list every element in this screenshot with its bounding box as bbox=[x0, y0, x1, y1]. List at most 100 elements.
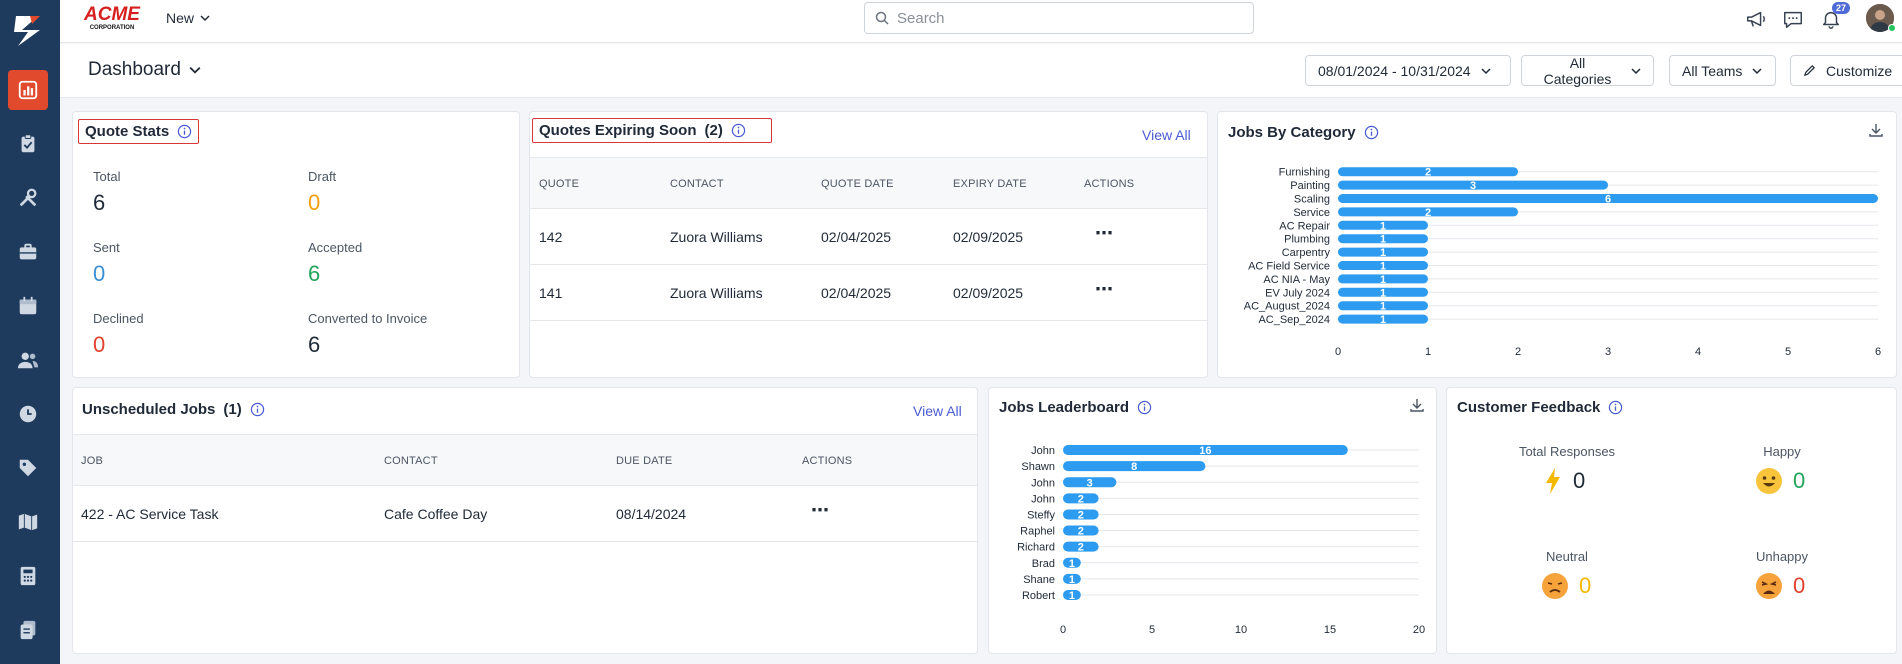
cell-job[interactable]: 422 - AC Service Task bbox=[81, 506, 219, 522]
brand-main-text: ACME bbox=[83, 4, 141, 25]
category-label: AC_August_2024 bbox=[1244, 301, 1330, 313]
data-label: 16 bbox=[1199, 445, 1211, 457]
jobs-leaderboard-card: Jobs Leaderboard John 16 Shawn 8 John 3 John 2 S… bbox=[988, 387, 1437, 654]
notifications-button[interactable]: 27 bbox=[1818, 2, 1850, 32]
bar bbox=[1063, 445, 1348, 456]
teams-filter[interactable]: All Teams bbox=[1669, 55, 1776, 86]
column-header[interactable]: QUOTE DATE bbox=[821, 178, 894, 190]
column-header[interactable]: CONTACT bbox=[384, 455, 438, 467]
quote-stats-header: Quote Stats bbox=[78, 119, 200, 144]
sidebar-item-invoices[interactable] bbox=[8, 556, 48, 596]
stat-label: Declined bbox=[93, 311, 144, 326]
info-icon[interactable] bbox=[731, 123, 746, 138]
info-icon[interactable] bbox=[1608, 400, 1623, 415]
sidebar-item-calendar[interactable] bbox=[8, 286, 48, 326]
data-label: 2 bbox=[1078, 493, 1084, 505]
table-row[interactable]: 422 - AC Service Task Cafe Coffee Day 08… bbox=[73, 486, 977, 542]
info-icon[interactable] bbox=[1137, 400, 1152, 415]
bar bbox=[1063, 573, 1081, 584]
cell-quote[interactable]: 142 bbox=[539, 229, 563, 245]
date-range-filter[interactable]: 08/01/2024 - 10/31/2024 bbox=[1305, 55, 1511, 86]
chevron-down-icon bbox=[189, 66, 201, 74]
sidebar-item-map[interactable] bbox=[8, 502, 48, 542]
category-label: Carpentry bbox=[1282, 247, 1331, 259]
stat-converted: Converted to Invoice 6 bbox=[308, 311, 427, 358]
data-label: 8 bbox=[1131, 461, 1137, 473]
sidebar-item-pricing[interactable] bbox=[8, 448, 48, 488]
column-header[interactable]: QUOTE bbox=[539, 178, 580, 190]
more-actions-icon[interactable]: ⋯ bbox=[1095, 223, 1114, 243]
cell-contact[interactable]: Cafe Coffee Day bbox=[384, 506, 488, 522]
announcements-button[interactable] bbox=[1743, 6, 1769, 32]
category-label: Steffy bbox=[1027, 509, 1055, 521]
stat-accepted: Accepted 6 bbox=[308, 240, 362, 287]
new-button[interactable]: New bbox=[166, 10, 210, 26]
tick-label: 0 bbox=[1335, 346, 1341, 358]
view-all-link[interactable]: View All bbox=[1142, 127, 1191, 143]
more-actions-icon[interactable]: ⋯ bbox=[1095, 279, 1114, 299]
column-header[interactable]: ACTIONS bbox=[1084, 178, 1135, 190]
notification-count-badge: 27 bbox=[1831, 2, 1850, 14]
category-label: Robert bbox=[1022, 590, 1055, 602]
category-label: Raphel bbox=[1020, 526, 1055, 538]
download-icon[interactable] bbox=[1868, 122, 1884, 138]
table-row[interactable]: 142 Zuora Williams 02/04/2025 02/09/2025… bbox=[530, 209, 1207, 265]
messages-button[interactable] bbox=[1780, 6, 1806, 32]
search-box[interactable] bbox=[864, 2, 1254, 34]
feedback-label: Happy bbox=[1763, 444, 1801, 459]
map-icon bbox=[18, 513, 38, 531]
chevron-down-icon bbox=[1481, 67, 1491, 74]
more-actions-icon[interactable]: ⋯ bbox=[811, 500, 830, 520]
info-icon[interactable] bbox=[177, 124, 192, 139]
bar bbox=[1338, 261, 1428, 270]
sidebar-item-dashboard[interactable] bbox=[8, 70, 48, 110]
table-row[interactable]: 141 Zuora Williams 02/04/2025 02/09/2025… bbox=[530, 265, 1207, 321]
data-label: 1 bbox=[1380, 220, 1386, 232]
cell-quote[interactable]: 141 bbox=[539, 285, 563, 301]
avatar[interactable] bbox=[1866, 4, 1894, 32]
search-input[interactable] bbox=[897, 9, 1237, 27]
card-count: (2) bbox=[704, 122, 723, 139]
download-icon[interactable] bbox=[1409, 397, 1425, 413]
bar bbox=[1338, 234, 1428, 244]
column-header[interactable]: ACTIONS bbox=[802, 455, 853, 467]
app-logo-icon[interactable] bbox=[8, 10, 48, 50]
category-label: AC Field Service bbox=[1248, 261, 1330, 273]
bar bbox=[1063, 509, 1099, 520]
stat-value: 0 bbox=[93, 261, 106, 286]
cell-contact[interactable]: Zuora Williams bbox=[670, 285, 763, 301]
stat-value: 6 bbox=[93, 190, 106, 215]
sidebar-item-tools[interactable] bbox=[8, 178, 48, 218]
customer-feedback-header: Customer Feedback bbox=[1457, 399, 1623, 416]
card-count: (1) bbox=[223, 401, 242, 418]
info-icon[interactable] bbox=[250, 402, 265, 417]
sidebar-item-documents[interactable] bbox=[8, 610, 48, 650]
card-title: Quotes Expiring Soon bbox=[539, 122, 697, 139]
tick-label: 1 bbox=[1425, 346, 1431, 358]
sidebar-item-tasks[interactable] bbox=[8, 124, 48, 164]
acme-logo[interactable]: ACME CORPORATION bbox=[80, 2, 144, 32]
stat-label: Accepted bbox=[308, 240, 363, 255]
view-all-link[interactable]: View All bbox=[913, 403, 962, 419]
customize-button[interactable]: Customize bbox=[1790, 55, 1902, 86]
bar bbox=[1063, 541, 1099, 552]
categories-filter[interactable]: All Categories bbox=[1521, 55, 1654, 87]
table-header: QUOTE CONTACT QUOTE DATE EXPIRY DATE ACT… bbox=[530, 157, 1207, 209]
tick-label: 4 bbox=[1695, 346, 1701, 358]
column-header[interactable]: EXPIRY DATE bbox=[953, 178, 1027, 190]
dashboard-selector[interactable]: Dashboard bbox=[88, 59, 201, 81]
column-header[interactable]: JOB bbox=[81, 455, 103, 467]
cell-contact[interactable]: Zuora Williams bbox=[670, 229, 763, 245]
sidebar-item-jobs[interactable] bbox=[8, 232, 48, 272]
info-icon[interactable] bbox=[1364, 125, 1379, 140]
unhappy-face-icon bbox=[1756, 573, 1782, 599]
sidebar-item-timesheets[interactable] bbox=[8, 394, 48, 434]
feedback-value: 0 bbox=[1573, 468, 1586, 493]
sidebar-item-customers[interactable] bbox=[8, 340, 48, 380]
card-title: Quote Stats bbox=[85, 123, 170, 140]
tick-label: 5 bbox=[1149, 624, 1155, 636]
column-header[interactable]: CONTACT bbox=[670, 178, 724, 190]
quote-stats-card: Quote Stats Total 6 Draft 0 Sent 0 Accep… bbox=[72, 111, 520, 378]
tools-icon bbox=[19, 188, 37, 207]
column-header[interactable]: DUE DATE bbox=[616, 455, 673, 467]
